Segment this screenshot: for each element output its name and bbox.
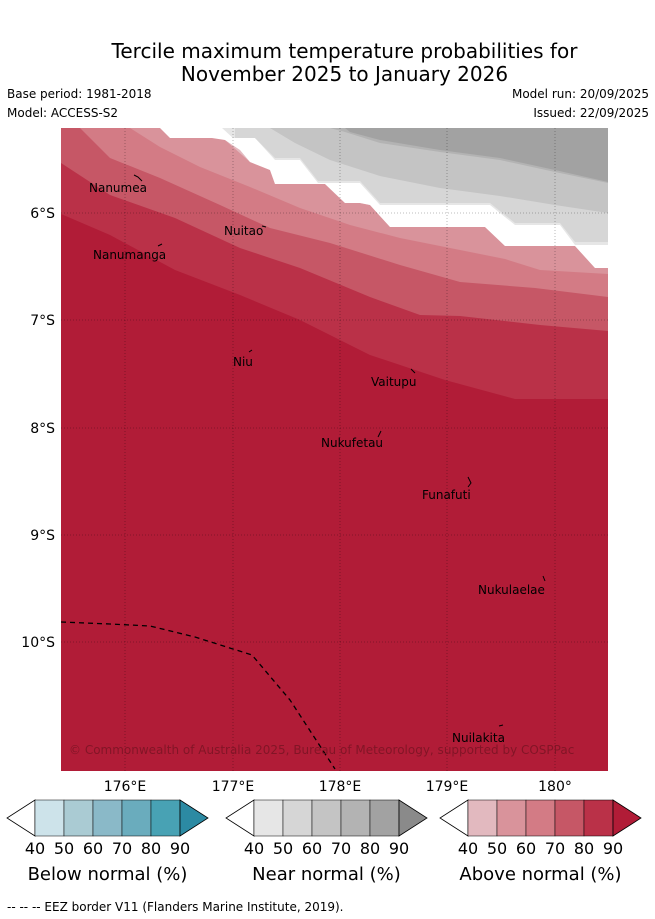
lat-tick-8s: 8°S: [30, 421, 55, 437]
below-normal-color-cell: [121, 799, 152, 837]
above-normal-tick-label: 80: [574, 839, 594, 858]
latitude-axis: 6°S 7°S 8°S 9°S 10°S: [21, 206, 55, 651]
below-normal-over-triangle: [179, 799, 209, 837]
legend-colorbars: 40 50 60 70 80 90 Below normal (%) 40 50 60 70 80 90…: [6, 799, 642, 885]
place-label-vaitupu: Vaitupu: [371, 375, 417, 389]
near-normal-tick-label: 90: [389, 839, 409, 858]
below-normal-colorbar: 40 50 60 70 80 90 Below normal (%): [6, 799, 209, 885]
place-label-niu: Niu: [233, 355, 253, 369]
map-title: Tercile maximum temperature probabilitie…: [0, 40, 655, 86]
model-run: Model run: 20/09/2025: [511, 87, 649, 101]
near-normal-color-cell: [282, 799, 313, 837]
island-vaitupu: [410, 368, 416, 374]
near-normal-tick-label: 40: [244, 839, 264, 858]
below-normal-tick-label: 60: [83, 839, 103, 858]
near-normal-color-cell: [253, 799, 284, 837]
place-label-nukulaelae: Nukulaelae: [478, 583, 545, 597]
lat-tick-7s: 7°S: [30, 313, 55, 329]
near-normal-colorbar: 40 50 60 70 80 90 Near normal (%): [225, 799, 428, 885]
below-normal-color-cell: [150, 799, 181, 837]
lon-tick-176e: 176°E: [104, 779, 147, 795]
above-normal-color-cell: [554, 799, 585, 837]
below-normal-color-cell: [34, 799, 65, 837]
above-normal-color-cell: [496, 799, 527, 837]
base-period: Base period: 1981-2018: [7, 87, 152, 101]
near-normal-color-cell: [340, 799, 371, 837]
title-line-2: November 2025 to January 2026: [180, 62, 509, 86]
probability-field: Nanumea Nanumanga Nuitao Niu Vaitupu Nuk…: [61, 128, 608, 771]
above-normal-color-cell: [467, 799, 498, 837]
near-normal-color-cell: [311, 799, 342, 837]
place-label-nuilakita: Nuilakita: [452, 731, 505, 745]
below-normal-tick-label: 80: [141, 839, 161, 858]
above-normal-tick-label: 90: [603, 839, 623, 858]
island-nukufetau: [377, 430, 382, 438]
island-funafuti: [467, 476, 472, 488]
graticule: [61, 128, 608, 771]
place-label-nanumea: Nanumea: [89, 181, 147, 195]
island-nukulaelae: [542, 575, 546, 582]
title-line-1: Tercile maximum temperature probabilitie…: [111, 39, 578, 63]
lat-tick-10s: 10°S: [21, 635, 55, 651]
eez-footnote: -- -- -- EEZ border V11 (Flanders Marine…: [7, 900, 344, 914]
lon-tick-180: 180°: [538, 779, 572, 795]
place-label-nanumanga: Nanumanga: [93, 248, 166, 262]
near-normal-80-band: [345, 128, 608, 182]
above-normal-tick-label: 70: [545, 839, 565, 858]
place-label-nuitao: Nuitao: [224, 224, 263, 238]
issued-date: Issued: 22/09/2025: [533, 106, 649, 120]
above-normal-legend-title: Above normal (%): [459, 864, 621, 885]
near-normal-over-triangle: [398, 799, 428, 837]
island-outlines: [133, 174, 546, 727]
place-label-funafuti: Funafuti: [422, 488, 471, 502]
near-normal-tick-label: 80: [360, 839, 380, 858]
island-niu: [248, 349, 253, 353]
below-normal-tick-label: 70: [112, 839, 132, 858]
above-normal-tick-label: 60: [516, 839, 536, 858]
model-name: Model: ACCESS-S2: [7, 106, 119, 120]
near-normal-tick-label: 70: [331, 839, 351, 858]
near-normal-legend-title: Near normal (%): [252, 864, 401, 885]
lat-tick-9s: 9°S: [30, 528, 55, 544]
below-normal-under-triangle: [6, 799, 36, 837]
lon-tick-179e: 179°E: [426, 779, 469, 795]
near-normal-color-cell: [369, 799, 400, 837]
island-nuilakita: [498, 724, 504, 727]
above-normal-over-triangle: [612, 799, 642, 837]
above-normal-tick-label: 40: [458, 839, 478, 858]
longitude-axis: 176°E 177°E 178°E 179°E 180°: [104, 779, 572, 795]
island-nanumea: [133, 174, 143, 182]
lon-tick-177e: 177°E: [212, 779, 255, 795]
island-nanumanga: [157, 243, 163, 247]
below-normal-tick-label: 90: [170, 839, 190, 858]
below-normal-color-cell: [92, 799, 123, 837]
near-normal-under-triangle: [225, 799, 255, 837]
island-nuitao: [261, 225, 267, 228]
place-label-nukufetau: Nukufetau: [321, 436, 383, 450]
above-normal-under-triangle: [439, 799, 469, 837]
above-normal-color-cell: [583, 799, 614, 837]
lat-tick-6s: 6°S: [30, 206, 55, 222]
copyright-notice: © Commonwealth of Australia 2025, Bureau…: [69, 743, 574, 757]
below-normal-legend-title: Below normal (%): [28, 864, 188, 885]
above-normal-color-cell: [525, 799, 556, 837]
below-normal-tick-label: 50: [54, 839, 74, 858]
eez-border-line: [61, 621, 336, 770]
near-normal-tick-label: 60: [302, 839, 322, 858]
near-normal-tick-label: 50: [273, 839, 293, 858]
above-normal-colorbar: 40 50 60 70 80 90 Above normal (%): [439, 799, 642, 885]
lon-tick-178e: 178°E: [319, 779, 362, 795]
below-normal-color-cell: [63, 799, 94, 837]
below-normal-tick-label: 40: [25, 839, 45, 858]
above-normal-tick-label: 50: [487, 839, 507, 858]
